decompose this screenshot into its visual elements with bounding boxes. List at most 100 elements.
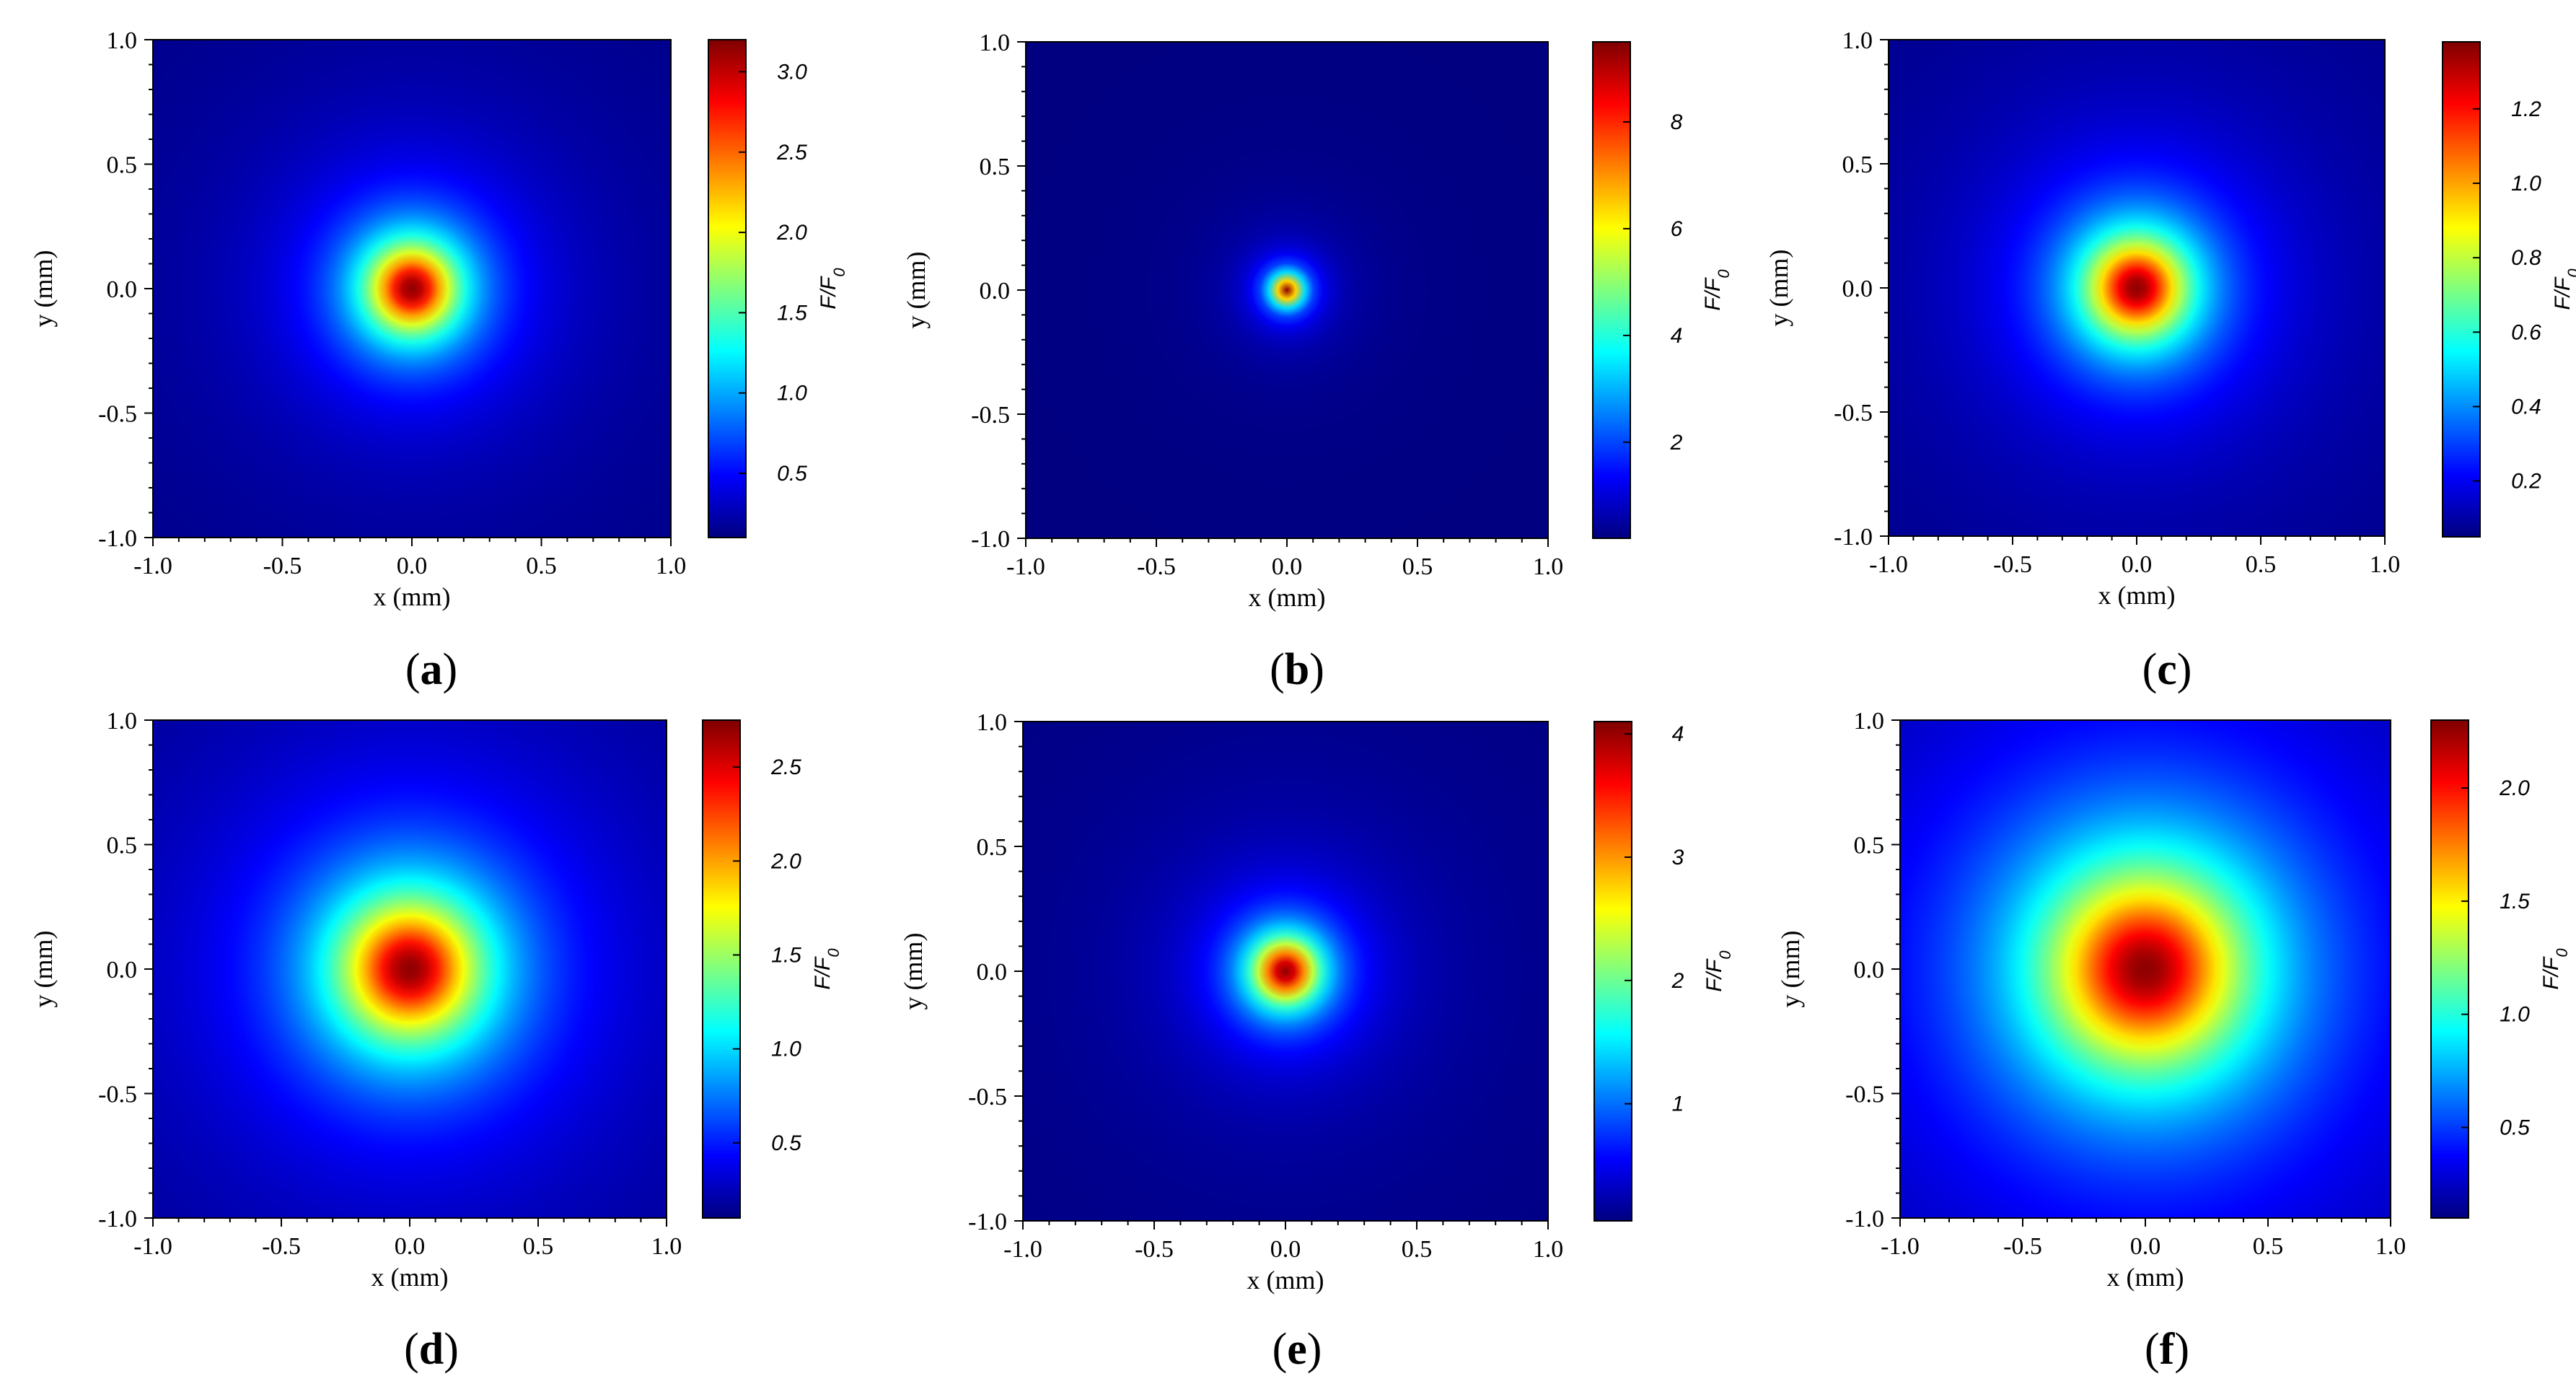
- x-tick-label: 1.0: [1533, 1236, 1564, 1263]
- colorbar-tick-label: 1: [1672, 1092, 1684, 1116]
- panel-c: -1.0 -0.5 0.0 0.5 1.0 -1.0 -0.5 0.0 0.5 1.0 x (mm)…: [1764, 27, 2576, 694]
- x-tick-label: -1.0: [1869, 551, 1908, 578]
- colorbar-tick-label: 1.0: [2511, 172, 2541, 196]
- colorbar-tick-label: 1.5: [2500, 890, 2530, 913]
- x-tick-label: -1.0: [1003, 1236, 1042, 1263]
- x-tick-label: 0.0: [395, 1233, 426, 1260]
- colorbar-tick-label: 4: [1671, 324, 1683, 348]
- x-tick-label: -1.0: [1881, 1233, 1920, 1260]
- colorbar-tick-label: 0.8: [2511, 246, 2541, 270]
- colorbar-tick-label: 0.2: [2511, 470, 2541, 494]
- y-tick-label: -0.5: [1845, 1082, 1884, 1108]
- y-tick-label: 0.5: [107, 833, 138, 859]
- colorbar-tick-label: 3.0: [777, 61, 807, 84]
- y-tick-label: -0.5: [971, 402, 1010, 429]
- panel-b: -1.0 -0.5 0.0 0.5 1.0 -1.0 -0.5 0.0 0.5 1.0 x (mm)…: [902, 30, 1733, 694]
- x-tick-label: 0.0: [397, 553, 428, 579]
- x-tick-label: 0.5: [1402, 553, 1433, 580]
- x-tick-label: 0.5: [523, 1233, 554, 1260]
- panel-label: (e): [1272, 1325, 1322, 1374]
- y-tick-label: 0.0: [977, 959, 1008, 986]
- y-tick-label: 0.5: [107, 152, 138, 179]
- y-tick-label: 0.0: [107, 276, 138, 303]
- colorbar-tick-label: 1.0: [777, 382, 807, 406]
- heatmap-field: [1889, 40, 2385, 536]
- colorbar-tick-label: 2.5: [776, 141, 807, 165]
- y-tick-label: 1.0: [980, 30, 1011, 56]
- colorbar-tick-label: 2.0: [770, 849, 801, 873]
- colorbar-tick-label: 2: [1670, 431, 1683, 455]
- panel-label: (a): [405, 645, 457, 694]
- colorbar-tick-label: 0.5: [2500, 1116, 2530, 1140]
- colorbar-tick-label: 1.5: [777, 301, 807, 325]
- x-tick-label: 0.0: [1272, 553, 1303, 580]
- x-tick-label: 0.0: [2130, 1233, 2161, 1260]
- colorbar-title: F/F0: [817, 268, 848, 310]
- y-tick-label: -1.0: [971, 526, 1010, 553]
- colorbar: [708, 39, 747, 538]
- x-tick-label: 0.5: [2253, 1233, 2284, 1260]
- x-tick-label: 1.0: [651, 1233, 682, 1260]
- y-tick-label: 1.0: [1842, 27, 1873, 54]
- y-tick-label: 1.0: [107, 27, 138, 54]
- colorbar: [2442, 41, 2481, 538]
- colorbar-tick-label: 0.5: [771, 1131, 801, 1155]
- x-tick-label: 1.0: [2370, 551, 2401, 578]
- colorbar-tick-label: 2: [1671, 969, 1684, 993]
- y-tick-label: 0.5: [1854, 833, 1885, 859]
- y-tick-label: -0.5: [98, 401, 137, 428]
- x-tick-label: -1.0: [133, 553, 172, 579]
- colorbar-tick-label: 0.6: [2511, 320, 2541, 344]
- x-tick-label: -1.0: [1006, 553, 1045, 580]
- y-axis-title: y (mm): [902, 252, 931, 329]
- y-tick-label: 0.0: [107, 957, 138, 983]
- colorbar-title: F/F0: [811, 948, 843, 990]
- x-tick-label: -0.5: [263, 553, 302, 579]
- panel-label: (b): [1270, 645, 1324, 694]
- x-tick-label: 0.0: [1270, 1236, 1301, 1263]
- colorbar-tick-label: 1.0: [2500, 1003, 2530, 1027]
- x-tick-label: -0.5: [2003, 1233, 2042, 1260]
- y-tick-label: -0.5: [98, 1082, 137, 1108]
- x-tick-label: 1.0: [1533, 553, 1564, 580]
- y-tick-label: 1.0: [1854, 708, 1885, 735]
- x-axis-title: x (mm): [372, 1263, 449, 1292]
- x-tick-label: -0.5: [1137, 553, 1176, 580]
- colorbar-tick-label: 2.0: [776, 221, 807, 245]
- y-tick-label: -1.0: [98, 1206, 137, 1232]
- panel-label: (c): [2142, 645, 2192, 694]
- y-axis-title: y (mm): [29, 931, 58, 1008]
- y-tick-label: -1.0: [1845, 1206, 1884, 1232]
- x-tick-label: 0.0: [2122, 551, 2153, 578]
- y-axis-title: y (mm): [1764, 250, 1793, 327]
- x-tick-label: 0.5: [526, 553, 557, 579]
- y-tick-label: 0.5: [977, 834, 1008, 861]
- x-tick-label: -0.5: [262, 1233, 301, 1260]
- colorbar-title: F/F0: [2539, 948, 2571, 990]
- colorbar-title: F/F0: [1701, 269, 1733, 311]
- x-tick-label: 0.5: [1402, 1236, 1433, 1263]
- colorbar-tick-label: 2.0: [2499, 776, 2530, 800]
- heatmap-field: [1023, 722, 1548, 1221]
- y-tick-label: 0.0: [1854, 957, 1885, 983]
- colorbar: [2430, 719, 2469, 1219]
- x-axis-title: x (mm): [2107, 1263, 2184, 1292]
- colorbar-tick-label: 1.5: [771, 943, 801, 967]
- y-tick-label: 0.5: [1842, 152, 1873, 178]
- colorbar-tick-label: 3: [1672, 846, 1684, 869]
- x-tick-label: 1.0: [656, 553, 687, 579]
- heatmap-field: [153, 720, 667, 1218]
- x-tick-label: -0.5: [1993, 551, 2032, 578]
- panel-label: (f): [2145, 1325, 2189, 1374]
- y-tick-label: 0.5: [980, 154, 1011, 180]
- panel-a: -1.0 -0.5 0.0 0.5 1.0 -1.0 -0.5 0.0 0.5 1.0 x (mm)…: [29, 27, 848, 694]
- y-tick-label: 1.0: [107, 708, 138, 735]
- y-tick-label: 0.0: [980, 278, 1011, 304]
- x-tick-label: 1.0: [2375, 1233, 2406, 1260]
- panel-label: (d): [404, 1325, 459, 1374]
- colorbar-tick-label: 1.0: [771, 1038, 801, 1061]
- panel-f: -1.0 -0.5 0.0 0.5 1.0 -1.0 -0.5 0.0 0.5 1.0 x (mm)…: [1776, 708, 2571, 1374]
- y-tick-label: -0.5: [968, 1084, 1007, 1110]
- y-tick-label: -1.0: [1834, 524, 1873, 551]
